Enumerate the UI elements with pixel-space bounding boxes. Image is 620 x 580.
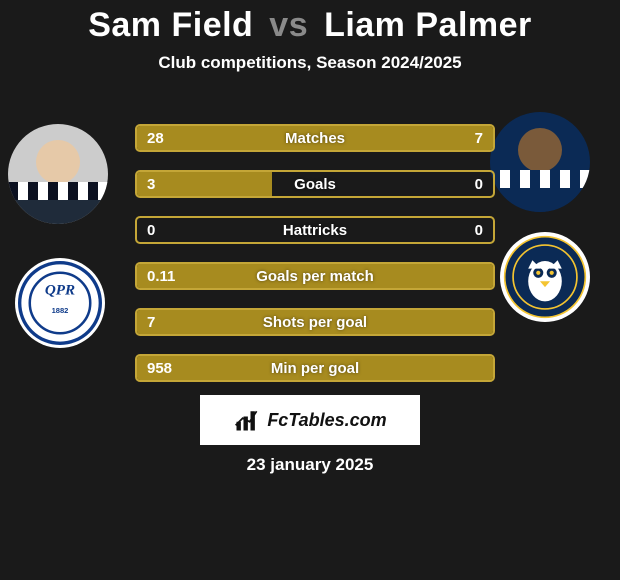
avatar-silhouette [490,112,590,212]
subtitle: Club competitions, Season 2024/2025 [0,53,620,73]
stat-row: 0Hattricks0 [135,216,495,244]
stat-label: Shots per goal [137,310,493,334]
club-right-crest [500,232,590,322]
avatar-silhouette [8,124,108,224]
watermark: FcTables.com [200,395,420,445]
player-left-avatar [8,124,108,224]
player-right-name: Liam Palmer [324,6,532,44]
stat-label: Matches [137,126,493,150]
stat-row: 7Shots per goal [135,308,495,336]
crest-icon [503,235,587,319]
stat-label: Hattricks [137,218,493,242]
vs-label: vs [269,6,308,44]
stat-row: 0.11Goals per match [135,262,495,290]
stat-row: 3Goals0 [135,170,495,198]
stat-row: 28Matches7 [135,124,495,152]
stat-value-right: 0 [475,172,483,196]
comparison-infographic: Sam Field vs Liam Palmer Club competitio… [0,0,620,580]
stat-value-right: 7 [475,126,483,150]
watermark-icon [233,406,261,434]
stat-label: Goals [137,172,493,196]
date-label: 23 january 2025 [0,455,620,475]
player-right-avatar [490,112,590,212]
stat-label: Min per goal [137,356,493,380]
stat-row: 958Min per goal [135,354,495,382]
player-left-name: Sam Field [88,6,253,44]
stat-label: Goals per match [137,264,493,288]
club-left-crest: QPR 1882 [15,258,105,348]
stat-bars: 28Matches73Goals00Hattricks00.11Goals pe… [135,124,495,400]
watermark-text: FcTables.com [267,410,386,431]
svg-text:1882: 1882 [52,306,69,315]
kit-stripes [490,170,590,188]
page-title: Sam Field vs Liam Palmer [0,0,620,45]
kit-stripes [8,182,108,200]
svg-text:QPR: QPR [45,283,75,299]
stat-value-right: 0 [475,218,483,242]
crest-icon: QPR 1882 [18,261,102,345]
